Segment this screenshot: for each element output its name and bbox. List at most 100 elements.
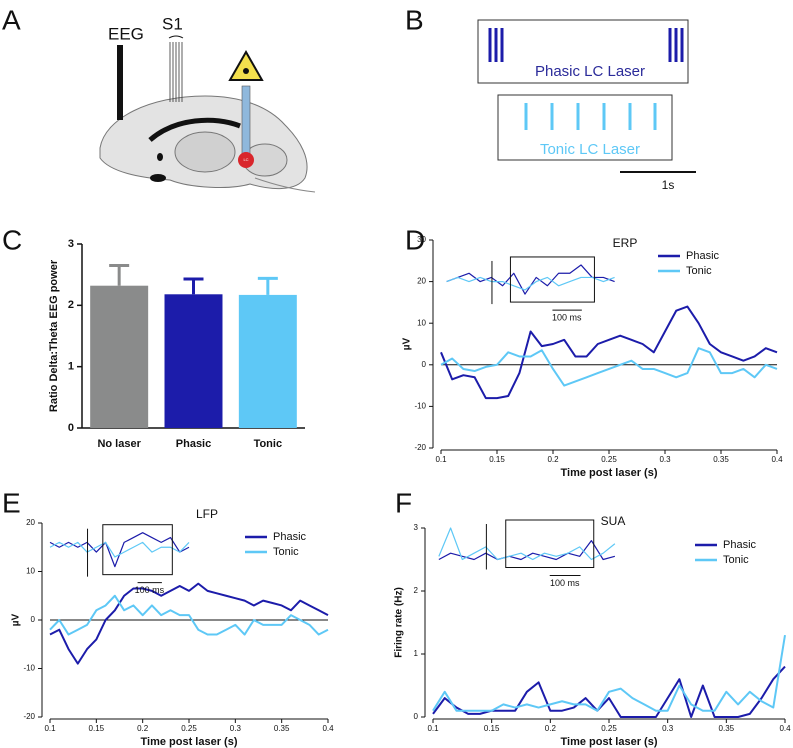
brain-region: [157, 153, 163, 161]
tonic-label: Tonic LC Laser: [540, 141, 640, 158]
panel-letter: C: [2, 224, 22, 255]
panel-letter: E: [2, 487, 21, 518]
y-tick-label: 20: [417, 277, 426, 286]
s1-label: S1: [162, 14, 183, 33]
y-axis-label: Firing rate (Hz): [394, 587, 405, 658]
y-tick-label: 30: [417, 235, 426, 244]
x-tick-label: Tonic: [254, 438, 283, 450]
x-tick-label: 0.25: [601, 724, 617, 733]
brain-region: [174, 131, 236, 173]
y-axis-label: µV: [11, 613, 22, 626]
panel-letter: A: [2, 4, 21, 35]
laser-icon: [243, 68, 249, 74]
y-axis-label: µV: [402, 337, 413, 350]
y-tick-label: 0: [422, 360, 427, 369]
series-line: [440, 305, 778, 400]
x-tick-label: 0.35: [274, 724, 290, 733]
x-tick-label: 0.15: [489, 455, 505, 464]
inset-box: [102, 524, 173, 576]
legend-label: Tonic: [273, 546, 299, 558]
y-tick-label: 0: [68, 422, 74, 434]
y-tick-label: 2: [68, 299, 74, 311]
panel-letter: D: [405, 224, 425, 255]
inset-scale-label: 100 ms: [552, 312, 582, 322]
s1-electrodes: [169, 42, 183, 102]
y-tick-label: 10: [26, 567, 35, 576]
brainstem: [254, 177, 316, 193]
phasic-label: Phasic LC Laser: [535, 63, 645, 80]
x-tick-label: 0.4: [779, 724, 791, 733]
series-line: [432, 634, 786, 712]
y-tick-label: 20: [26, 518, 35, 527]
brain-region: [150, 174, 166, 182]
inset-scale-label: 100 ms: [135, 585, 165, 595]
y-tick-label: 10: [417, 318, 426, 327]
x-axis-label: Time post laser (s): [561, 467, 658, 479]
tonic-box: [497, 94, 673, 161]
eeg-electrode: [117, 45, 123, 120]
x-tick-label: 0.3: [659, 455, 671, 464]
y-tick-label: 2: [414, 586, 419, 595]
x-tick-label: 0.4: [771, 455, 783, 464]
lc-site: [238, 152, 254, 168]
x-tick-label: No laser: [97, 438, 141, 450]
y-tick-label: -20: [23, 712, 35, 721]
y-tick-label: -20: [414, 443, 426, 452]
chart-title: SUA: [601, 514, 626, 528]
series-line: [440, 347, 778, 387]
y-tick-label: 3: [68, 238, 74, 250]
series-line: [49, 582, 329, 665]
inset-line: [446, 276, 615, 291]
x-tick-label: 0.2: [547, 455, 559, 464]
x-tick-label: 0.1: [44, 724, 56, 733]
laser-warning: [228, 49, 264, 81]
y-axis-label: Ratio Delta:Theta EEG power: [48, 259, 60, 412]
series-line: [49, 594, 329, 636]
inset-box: [509, 256, 595, 303]
s1-bracket: [168, 35, 184, 39]
bar: [90, 285, 149, 428]
y-tick-label: -10: [414, 402, 426, 411]
x-tick-label: 0.25: [601, 455, 617, 464]
legend-label: Phasic: [686, 250, 720, 262]
legend-label: Phasic: [273, 531, 307, 543]
scale-label: 1s: [662, 178, 675, 192]
bar: [164, 294, 223, 428]
bar: [238, 294, 297, 428]
y-tick-label: -10: [23, 664, 35, 673]
x-tick-label: 0.2: [137, 724, 149, 733]
phasic-box: [477, 19, 689, 84]
x-tick-label: 0.1: [427, 724, 439, 733]
x-tick-label: 0.3: [230, 724, 242, 733]
x-tick-label: 0.35: [719, 724, 735, 733]
x-tick-label: 0.15: [89, 724, 105, 733]
y-tick-label: 3: [414, 523, 419, 532]
y-tick-label: 0: [414, 712, 419, 721]
legend-label: Phasic: [723, 539, 757, 551]
inset-line: [438, 527, 616, 561]
laser-protocol: Phasic LC Laser Tonic LC Laser 1s: [477, 19, 696, 192]
x-tick-label: 0.15: [484, 724, 500, 733]
inset-scale-label: 100 ms: [550, 578, 580, 588]
brain-diagram: LC EEG S1: [99, 14, 316, 193]
x-tick-label: 0.1: [435, 455, 447, 464]
corpus-callosum: [148, 117, 241, 142]
inset-line: [49, 541, 190, 558]
inset-box: [505, 519, 595, 568]
y-tick-label: 0: [31, 615, 36, 624]
x-axis-label: Time post laser (s): [141, 736, 238, 748]
legend-label: Tonic: [723, 554, 749, 566]
eeg-label: EEG: [108, 24, 144, 43]
panel-letter: F: [395, 487, 412, 518]
optic-fiber: [241, 85, 251, 157]
x-tick-label: 0.35: [713, 455, 729, 464]
x-tick-label: 0.3: [662, 724, 674, 733]
x-tick-label: 0.2: [545, 724, 557, 733]
y-tick-label: 1: [414, 649, 419, 658]
chart-title: LFP: [196, 507, 218, 521]
tonic-pulses: [524, 103, 657, 130]
panel-letter: B: [405, 4, 424, 35]
phasic-pulses: [488, 28, 684, 62]
